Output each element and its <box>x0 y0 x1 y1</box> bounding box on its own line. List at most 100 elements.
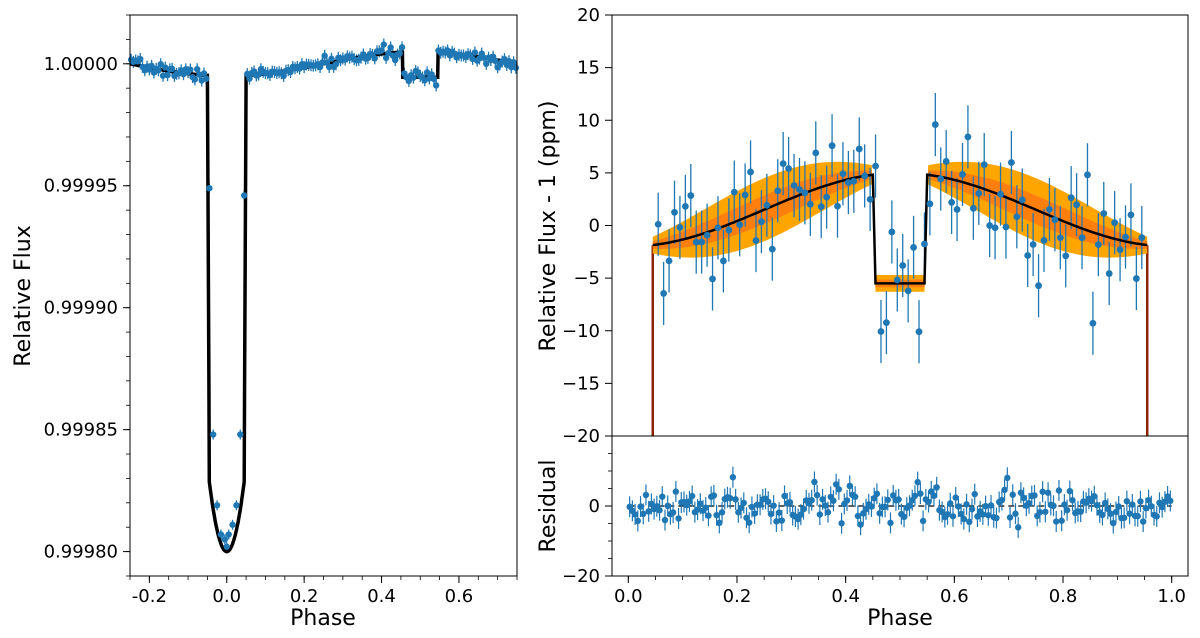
residual-point <box>686 498 693 505</box>
phase-curve-point <box>937 175 945 183</box>
phase-curve-point <box>719 257 727 265</box>
phase-curve-point <box>1002 223 1010 231</box>
residual-point <box>778 517 786 524</box>
transit-point <box>328 55 335 62</box>
phase-curve-point <box>774 187 782 195</box>
phase-curve-point <box>823 193 831 201</box>
residual-point <box>993 514 1000 522</box>
phase-curve-point <box>888 228 896 236</box>
residual-point <box>702 504 709 511</box>
residual-point <box>1129 501 1136 508</box>
residual-point <box>1167 497 1174 505</box>
residual-point <box>672 488 680 495</box>
residual-point <box>887 519 894 527</box>
phase-curve-point <box>1116 246 1124 254</box>
residual-point <box>1055 487 1063 494</box>
residual-y-tick-label: 0 <box>589 496 600 517</box>
residual-point <box>1004 474 1011 482</box>
transit-point <box>392 56 399 64</box>
transit-errorbars <box>130 38 517 552</box>
transit-x-ticks: -0.2 0.0 0.2 0.4 0.6 <box>129 576 518 607</box>
residual-point <box>933 484 940 491</box>
transit-point <box>221 536 229 543</box>
residual-y-label: Residual <box>536 460 561 553</box>
phase-curve-errorbars <box>657 92 1143 364</box>
residual-point <box>876 510 883 517</box>
residual-point <box>906 502 913 509</box>
phase-curve-point <box>1138 234 1146 242</box>
residual-point <box>955 503 962 510</box>
residual-point <box>963 501 970 508</box>
residual-point <box>640 510 647 518</box>
residual-point <box>746 519 753 526</box>
residual-x-tick-label: 0.8 <box>1049 586 1078 607</box>
transit-point <box>168 65 176 73</box>
transit-y-label: Relative Flux <box>11 225 36 366</box>
phase-curve-point <box>1051 216 1059 224</box>
transit-y-tick-label: 0.99980 <box>44 542 118 563</box>
residual-point <box>987 502 995 509</box>
residual-point <box>800 505 807 513</box>
residual-point <box>637 503 644 510</box>
phase-curve-point <box>866 195 874 203</box>
transit-frame <box>129 14 518 577</box>
transit-point <box>378 47 385 54</box>
residual-panel: 0.0 0.2 0.4 0.6 0.8 1.0 0 −20 Phase Residual <box>536 435 1189 631</box>
transit-point <box>410 74 417 81</box>
residual-point <box>824 509 832 516</box>
transit-point <box>512 64 520 71</box>
residual-x-tick-label: 0.0 <box>614 586 643 607</box>
residual-point <box>952 494 959 501</box>
phase-curve-point <box>964 133 972 141</box>
phase-curve-point <box>861 172 869 180</box>
residual-point <box>919 517 927 525</box>
transit-point <box>471 49 479 56</box>
phase-curve-point <box>654 220 662 228</box>
residual-point <box>835 486 843 493</box>
residual-point <box>998 496 1006 504</box>
phase-curve-point <box>1007 159 1015 166</box>
residual-point <box>1107 510 1114 517</box>
transit-point <box>187 66 194 73</box>
phase-curve-model <box>652 173 1148 285</box>
residual-point <box>1036 509 1044 516</box>
transit-point <box>237 431 244 438</box>
residual-point <box>982 502 989 510</box>
phase-curve-point <box>850 177 858 185</box>
phase-curve-point <box>921 240 928 248</box>
transit-point <box>210 431 217 438</box>
residual-point <box>822 502 829 509</box>
residual-point <box>1158 503 1166 511</box>
residual-point <box>985 512 992 519</box>
transit-y-tick-label: 0.99985 <box>44 420 118 441</box>
phase-curve-point <box>660 290 668 297</box>
residual-x-tick-label: 0.2 <box>723 586 752 607</box>
phase-curve-point <box>1018 196 1026 204</box>
phase-curve-panel: 20 15 10 5 0 −5 −10 −15 −20 Relative Flux - 1 (p… <box>536 5 1189 447</box>
residual-point <box>1091 493 1098 500</box>
transit-point <box>157 61 164 68</box>
phase-curve-point <box>801 189 809 197</box>
transit-point <box>332 60 340 68</box>
phase-curve-point <box>980 161 988 169</box>
residual-point <box>1012 510 1019 517</box>
phase-curve-y-tick-label: −20 <box>562 426 600 447</box>
residual-point <box>884 496 891 504</box>
residual-point <box>857 521 864 528</box>
residual-point <box>786 499 794 506</box>
residual-point <box>979 511 987 518</box>
transit-point <box>280 72 287 80</box>
transit-point <box>200 70 208 77</box>
residual-point <box>1139 518 1147 525</box>
transit-panel: -0.2 0.0 0.2 0.4 0.6 1.00000 0.99995 0.99990 0.… <box>11 14 520 631</box>
residual-point <box>862 506 870 513</box>
residual-point <box>838 520 845 527</box>
phase-curve-point <box>779 160 787 168</box>
transit-point <box>510 59 517 66</box>
residual-point <box>1017 489 1025 496</box>
residual-point <box>1020 494 1027 502</box>
transit-y-ticks: 1.00000 0.99995 0.99990 0.99985 0.99980 <box>44 14 130 577</box>
residual-point <box>631 511 639 518</box>
transit-y-tick-label: 1.00000 <box>44 54 118 75</box>
phase-curve-y-ticks: 20 15 10 5 0 −5 −10 −15 −20 <box>562 5 612 447</box>
